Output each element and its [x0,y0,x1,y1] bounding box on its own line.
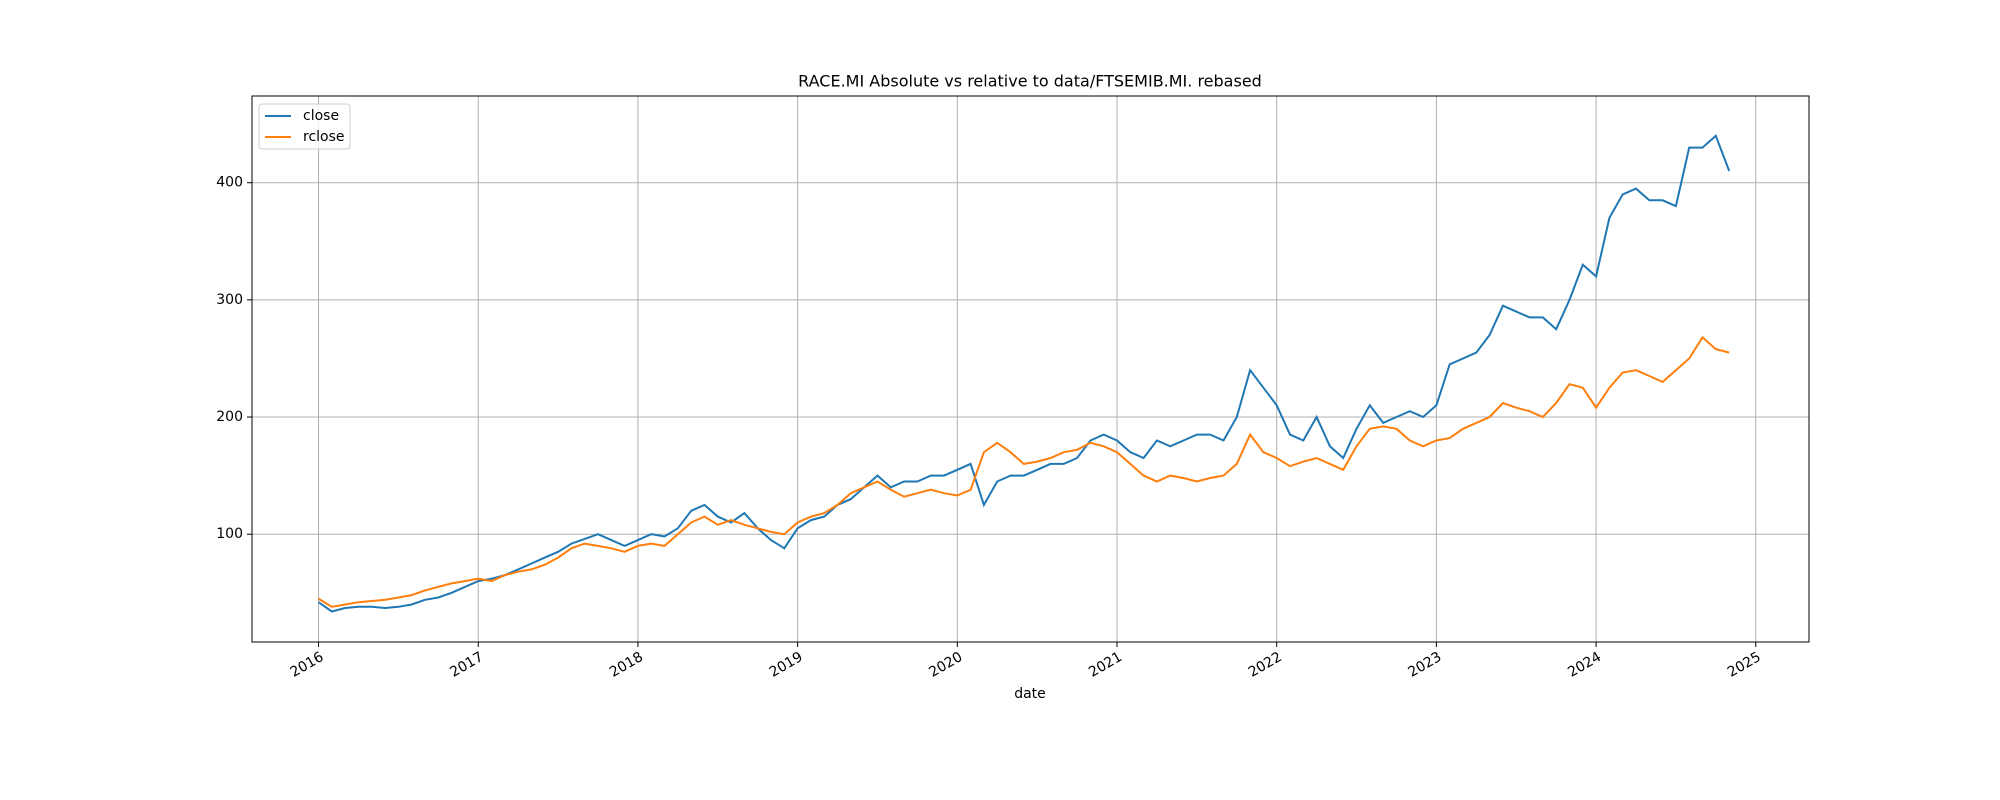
chart-title: RACE.MI Absolute vs relative to data/FTS… [798,72,1262,91]
plot-frame [251,95,1810,643]
y-tick-label: 100 [216,526,243,542]
x-tick-label: 2024 [1565,649,1604,681]
legend: close rclose [258,103,351,150]
data-line [317,335,1730,608]
x-tick-label: 2021 [1086,649,1125,681]
x-tick-label: 2022 [1246,649,1285,681]
y-tick-label: 200 [216,409,243,425]
data-line [317,134,1731,613]
y-tick-label: 300 [216,292,243,308]
x-tick-label: 2025 [1725,649,1764,681]
x-tick-label: 2023 [1406,649,1445,681]
y-tick-label: 400 [216,175,243,191]
x-tick-label: 2016 [288,649,327,681]
x-tick-label: 2020 [926,649,965,681]
x-tick-label: 2018 [607,649,646,681]
x-tick-label: 2017 [447,649,486,681]
x-axis-label: date [1014,686,1046,702]
legend-label: rclose [303,129,345,145]
legend-label: close [303,108,339,124]
x-tick-label: 2019 [767,649,806,681]
